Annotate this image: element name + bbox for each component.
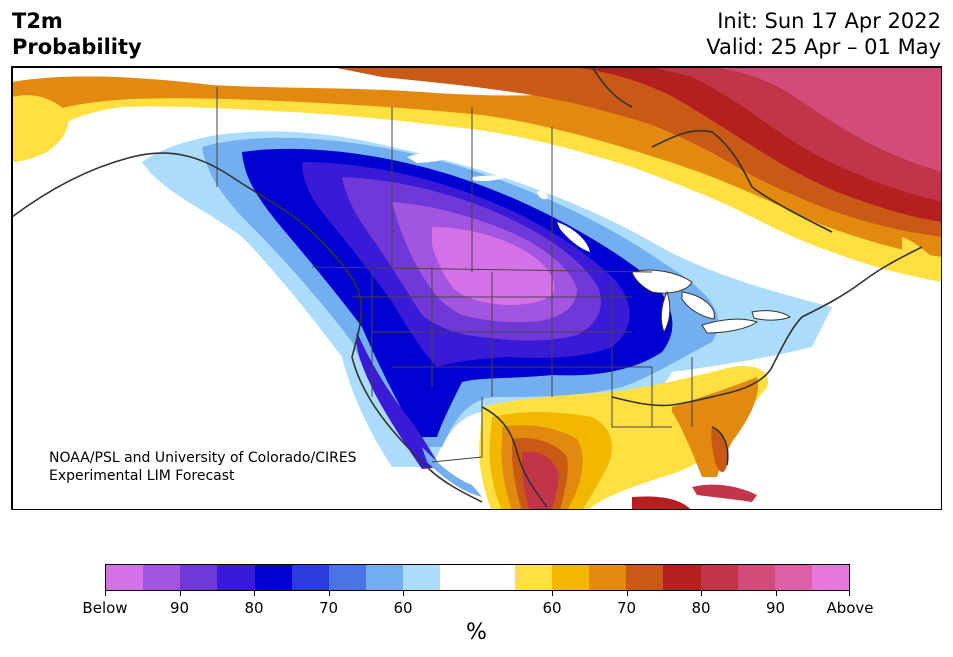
colorbar-tick-label: 90	[169, 599, 190, 617]
colorbar-swatch	[143, 565, 181, 590]
colorbar-swatch	[737, 565, 775, 590]
colorbar-tick-label: 80	[691, 599, 711, 617]
colorbar-tick-label: 60	[542, 599, 562, 617]
colorbar-unit: %	[466, 620, 487, 645]
colorbar-tick	[849, 591, 850, 596]
coastlines	[12, 67, 923, 508]
map-frame	[12, 67, 941, 509]
colorbar-tick	[254, 591, 255, 596]
forecast-dates: Init: Sun 17 Apr 2022 Valid: 25 Apr – 01…	[706, 8, 941, 60]
colorbar-swatch	[514, 565, 552, 590]
title-line-2: Probability	[12, 35, 142, 59]
map-credit: NOAA/PSL and University of Colorado/CIRE…	[49, 449, 357, 485]
below-normal-region	[142, 131, 832, 497]
colorbar-tick	[328, 591, 330, 596]
colorbar-tick-label: 70	[616, 599, 637, 617]
colorbar-tick-label: 90	[765, 599, 786, 617]
warm-southeast	[672, 377, 758, 477]
colorbar-tick-label: 80	[244, 599, 264, 617]
colorbar-swatch	[589, 565, 627, 590]
colorbar-swatch	[663, 565, 701, 590]
colorbar-swatch	[440, 565, 478, 590]
probability-map	[11, 66, 942, 510]
colorbar-swatch	[477, 565, 515, 590]
colorbar-tick	[626, 591, 628, 596]
valid-range: Valid: 25 Apr – 01 May	[706, 35, 941, 59]
great-lakes	[631, 269, 792, 334]
warm-caribbean	[632, 496, 691, 509]
colorbar-swatch	[106, 565, 144, 590]
colorbar-swatch	[700, 565, 738, 590]
colorbar-swatch	[328, 565, 367, 590]
cold-baja	[422, 447, 482, 497]
map-canvas	[12, 67, 941, 509]
colorbar-swatch	[626, 565, 664, 590]
colorbar-swatch	[811, 565, 850, 590]
colorbar	[105, 564, 850, 591]
init-date: Init: Sun 17 Apr 2022	[717, 9, 941, 33]
above-normal-south	[479, 237, 941, 509]
colorbar-tick-label: Above	[826, 599, 874, 617]
above-normal-north	[12, 67, 941, 282]
colorbar-tick	[775, 591, 777, 596]
colorbar-swatch	[774, 565, 812, 590]
colorbar-swatch	[551, 565, 590, 590]
colorbar-ticks: Below 90 80 70 60 60 70 80 90 Above	[82, 591, 874, 617]
colorbar-swatch	[217, 565, 255, 590]
colorbar-swatch	[291, 565, 329, 590]
colorbar-tick-label: 70	[318, 599, 339, 617]
colorbar-swatch	[180, 565, 218, 590]
colorbar-swatch	[366, 565, 404, 590]
warm-north-95	[712, 67, 941, 172]
warm-cuba	[692, 484, 757, 502]
colorbar-tick	[403, 591, 404, 596]
colorbar-tick	[105, 591, 106, 596]
credit-line-2: Experimental LIM Forecast	[49, 468, 235, 484]
colorbar-tick-label: Below	[82, 599, 128, 617]
colorbar-tick-label: 60	[393, 599, 413, 617]
colorbar-swatch	[403, 565, 441, 590]
colorbar-swatch	[254, 565, 292, 590]
credit-line-1: NOAA/PSL and University of Colorado/CIRE…	[49, 450, 357, 466]
cold-sw-tail	[356, 332, 440, 469]
warm-labrador	[902, 237, 941, 282]
political-borders	[216, 87, 693, 463]
title-line-1: T2m	[12, 9, 63, 33]
warm-alaska-edge	[12, 95, 69, 162]
colorbar-tick	[701, 591, 702, 596]
cold-band-below	[432, 227, 555, 305]
colorbar-tick	[179, 591, 181, 596]
canadian-lakes	[407, 146, 590, 252]
warm-south-90	[522, 451, 559, 509]
colorbar-tick	[552, 591, 553, 596]
map-title: T2m Probability	[12, 8, 142, 60]
